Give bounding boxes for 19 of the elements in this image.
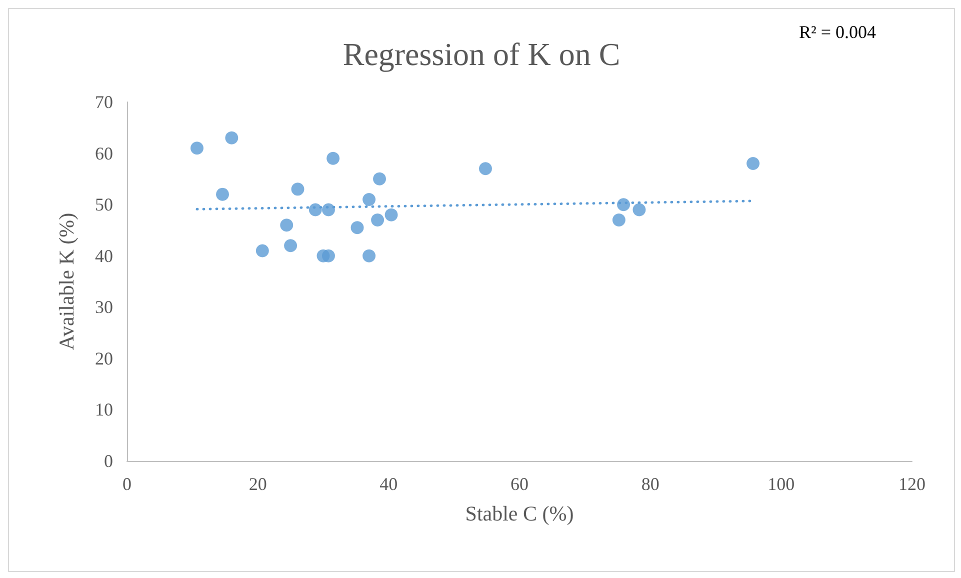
x-tick-label: 80	[641, 474, 660, 494]
x-tick-label: 40	[380, 474, 398, 494]
x-tick-label: 100	[768, 474, 795, 494]
x-tick-label: 0	[122, 474, 132, 494]
text: R² = 0.004	[798, 22, 876, 42]
y-tick-label: 50	[95, 194, 113, 215]
x-axis-title: Stable C (%)	[465, 502, 574, 526]
y-axis-title: Available K (%)	[54, 212, 78, 350]
x-tick-label: 60	[510, 474, 528, 494]
y-tick-label: 20	[95, 348, 113, 368]
x-tick-label: 120	[898, 474, 926, 494]
y-tick-label: 60	[95, 143, 113, 164]
y-tick-label: 10	[95, 400, 113, 420]
chart-title: Regression of K on C	[342, 36, 620, 72]
x-tick-label: 20	[248, 474, 267, 494]
y-tick-label: 0	[104, 451, 113, 471]
y-tick-label: 30	[95, 297, 113, 318]
y-tick-label: 70	[95, 92, 113, 112]
y-tick-label: 40	[95, 246, 113, 266]
